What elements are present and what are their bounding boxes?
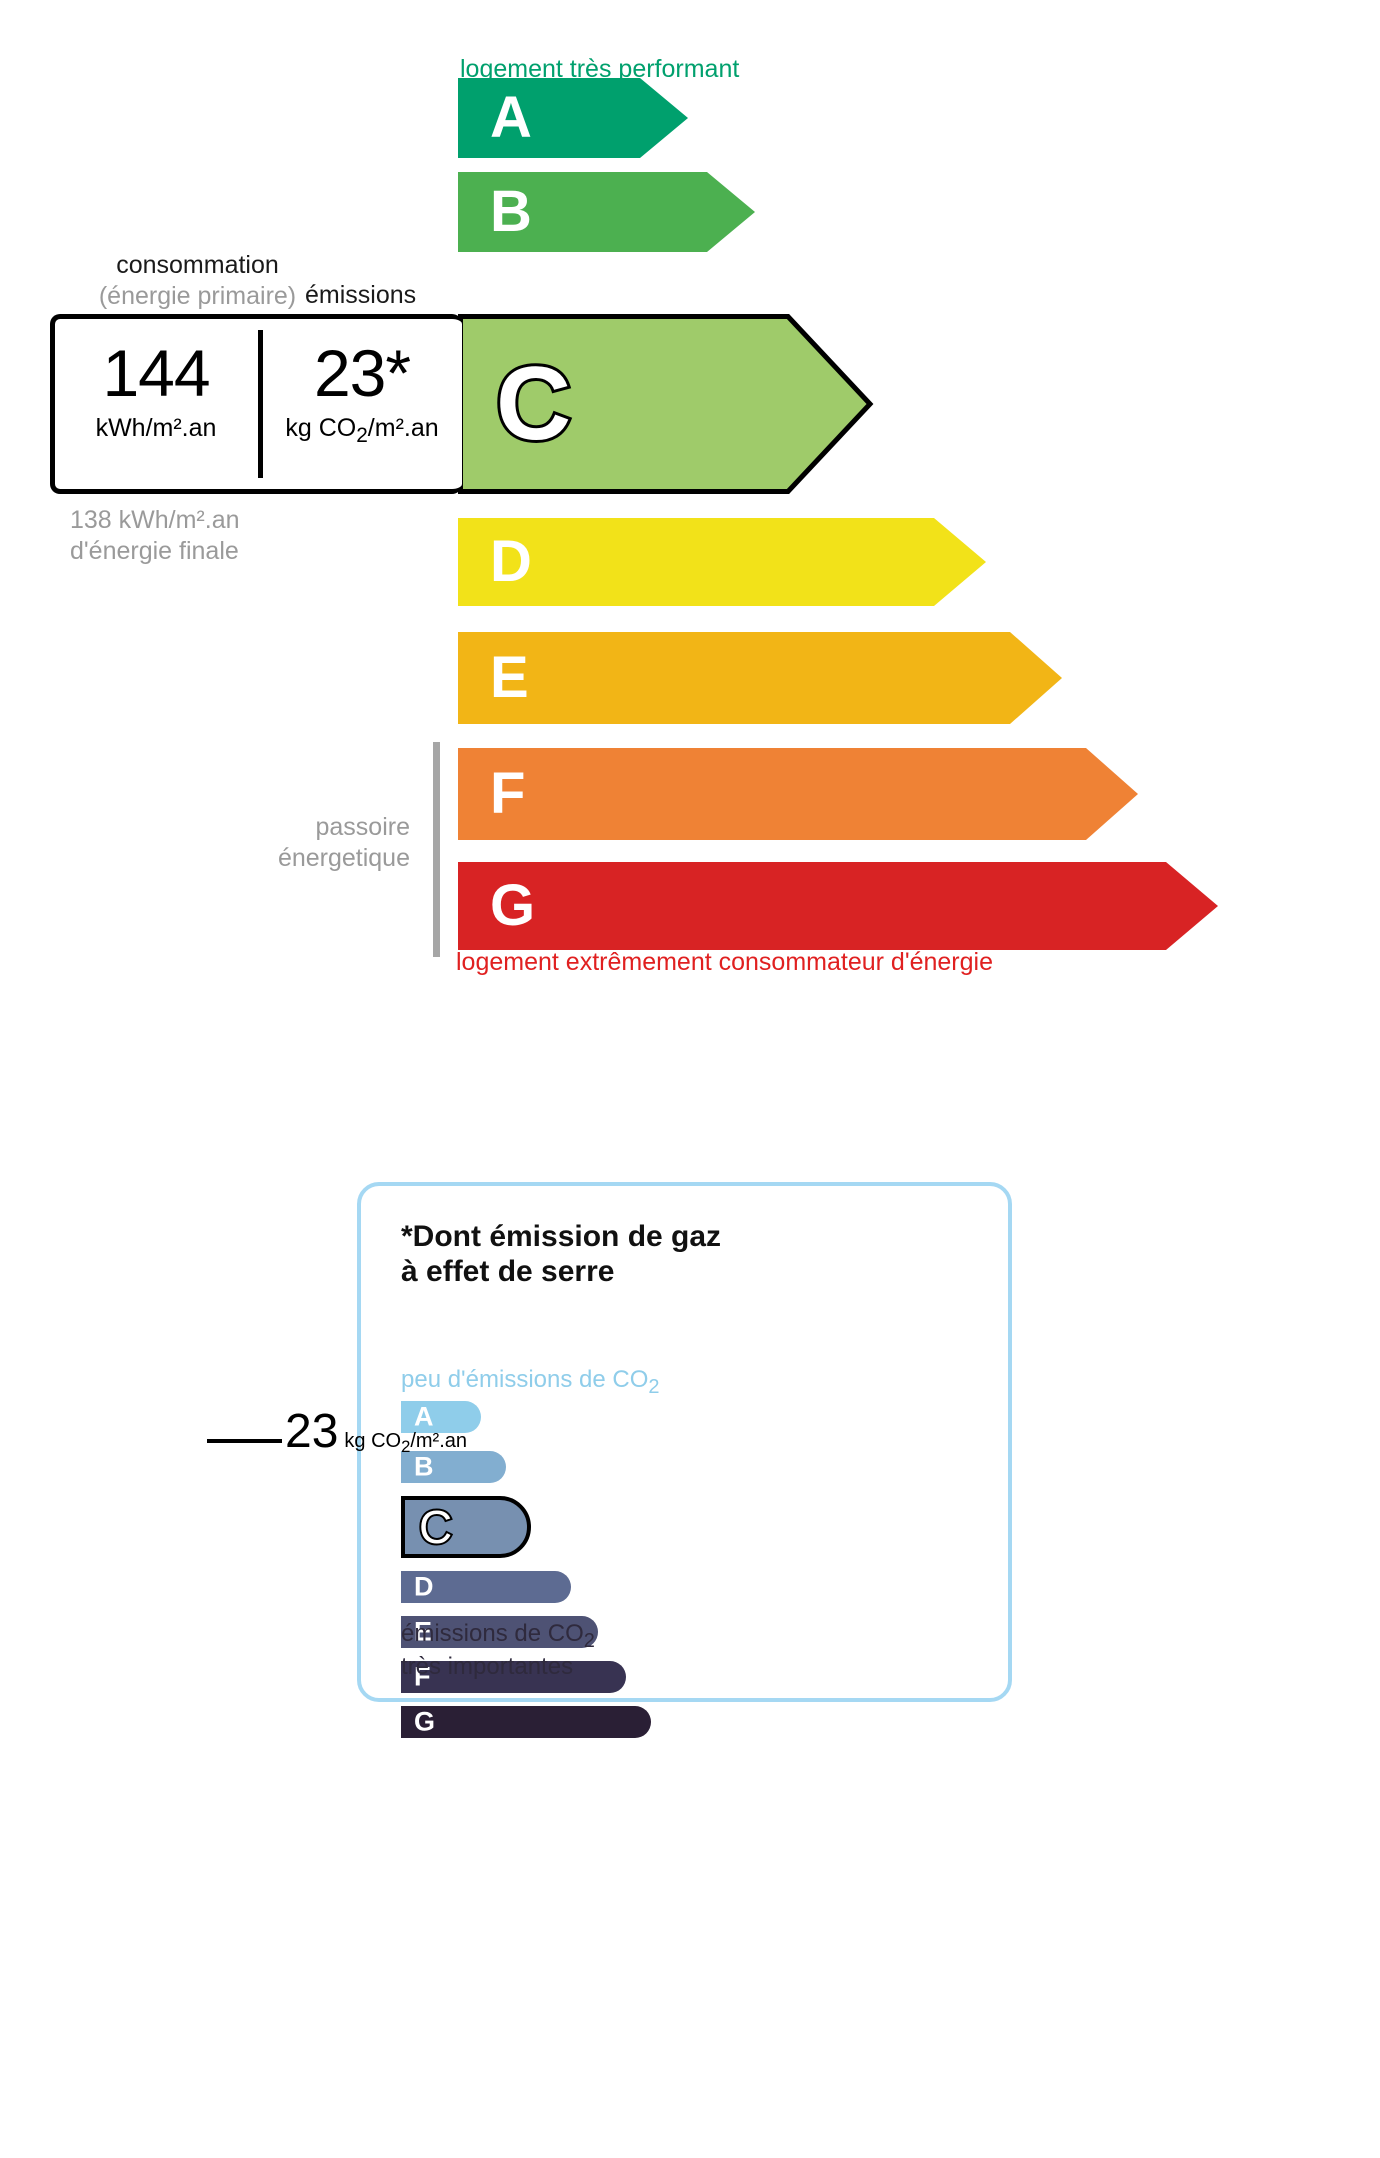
passoire-energetique-marker [433,742,440,957]
co2-title-line2: à effet de serre [401,1255,615,1289]
energy-bar-a-letter: A [490,85,532,150]
energy-scale-bottom-caption: logement extrêmement consommateur d'éner… [456,948,993,976]
co2-bar-f-letter: F [414,1661,431,1692]
co2-bar-b-letter: B [414,1451,434,1482]
final-energy-line1: 138 kWh/m².an [70,506,240,534]
co2-top-caption-text: peu d'émissions de CO [401,1366,649,1393]
energy-bar-g-shape [458,862,1218,950]
co2-bottom-caption-line1: émissions de CO2 [401,1620,595,1653]
energy-bar-f: F [458,748,1138,840]
co2-bar-e-letter: E [414,1616,433,1647]
value-box [50,314,462,494]
co2-callout: 23 kg CO2/m².an [285,1408,467,1457]
co2-panel-title: *Dont émission de gaz à effet de serre [401,1219,721,1290]
co2-callout-unit-suffix: /m².an [410,1430,468,1452]
co2-bar-a: A [401,1401,481,1433]
consumption-label: consommation (énergie primaire) [70,250,325,311]
emission-unit-prefix: kg CO [285,414,357,442]
co2-bar-c-selected: C [401,1496,531,1558]
passoire-line1: passoire [315,813,411,841]
co2-bar-e: E [401,1616,598,1648]
co2-title-line1: *Dont émission de gaz [401,1220,722,1253]
co2-callout-leader-line [207,1439,282,1443]
emission-unit-subscript: 2 [356,424,368,447]
co2-bottom-caption-text: émissions de CO [401,1620,584,1647]
co2-bar-g-shape: G [401,1706,651,1738]
energy-bar-b: B [458,172,755,252]
final-energy-note: 138 kWh/m².an d'énergie finale [70,505,240,568]
co2-bottom-caption-subscript: 2 [583,1629,595,1652]
co2-bar-d: D [401,1571,571,1603]
passoire-line2: énergetique [277,843,410,872]
final-energy-line2: d'énergie finale [70,537,239,566]
co2-callout-value: 23 [285,1405,339,1458]
co2-bar-g: G [401,1706,651,1738]
energy-bar-b-shape [458,172,755,252]
co2-bottom-caption-line2: très importantes [401,1652,574,1680]
consumption-subtitle: (énergie primaire) [98,281,297,310]
co2-bar-d-shape: D [401,1571,571,1603]
co2-callout-unit-subscript: 2 [401,1437,411,1456]
energy-bar-e-shape [458,632,1062,724]
emission-value-cell: 23* kg CO2/m².an [266,340,458,447]
co2-bar-f-shape: F [401,1661,626,1693]
co2-emissions-panel: *Dont émission de gaz à effet de serre p… [357,1182,1012,1738]
co2-bar-b-shape: B [401,1451,506,1483]
primary-energy-unit: kWh/m².an [95,414,217,442]
energy-bar-g-letter: G [490,873,536,938]
co2-top-caption-subscript: 2 [648,1375,660,1398]
co2-bar-e-shape: E [401,1616,598,1648]
co2-bar-g-letter: G [414,1706,436,1737]
co2-scale-bottom-caption: émissions de CO2 très importantes [401,1620,595,1682]
emissions-title: émissions [305,281,417,309]
emission-unit: kg CO2/m².an [266,416,458,447]
co2-bar-b: B [401,1451,506,1483]
co2-scale-top-caption: peu d'émissions de CO2 [401,1366,660,1399]
energy-bar-g: G [458,862,1218,950]
co2-bar-c-shape: C [401,1496,531,1558]
emission-unit-suffix: /m².an [367,414,439,442]
co2-callout-unit-prefix: kg CO [344,1430,402,1452]
energy-bar-a-shape [458,78,688,158]
emission-value: 23* [313,336,411,410]
energy-bar-f-letter: F [490,761,526,826]
energy-bar-e: E [458,632,1062,724]
energy-bar-e-letter: E [490,645,529,710]
consumption-title: consommation [116,251,279,279]
dpe-energy-label: logement très performant A B C D E [0,0,1380,1010]
primary-energy-value-cell: 144 kWh/m².an [58,340,254,441]
energy-bar-d-letter: D [490,529,532,594]
energy-bar-d-shape [458,518,986,606]
energy-bar-c-selected: C [458,314,876,494]
value-box-divider [258,330,263,478]
co2-bar-a-letter: A [414,1401,434,1432]
energy-bar-f-shape [458,748,1138,840]
energy-bar-a: A [458,78,688,158]
primary-energy-value: 144 [102,336,210,410]
co2-bar-a-shape: A [401,1401,481,1433]
energy-bar-b-letter: B [490,179,532,244]
co2-bar-f: F [401,1661,626,1693]
energy-bar-c-letter: C [493,346,574,462]
passoire-energetique-label: passoire énergetique [150,812,410,873]
co2-bar-d-letter: D [414,1571,434,1602]
co2-callout-unit: kg CO2/m².an [344,1430,468,1456]
energy-bar-d: D [458,518,986,606]
co2-bar-c-letter: C [417,1501,454,1553]
